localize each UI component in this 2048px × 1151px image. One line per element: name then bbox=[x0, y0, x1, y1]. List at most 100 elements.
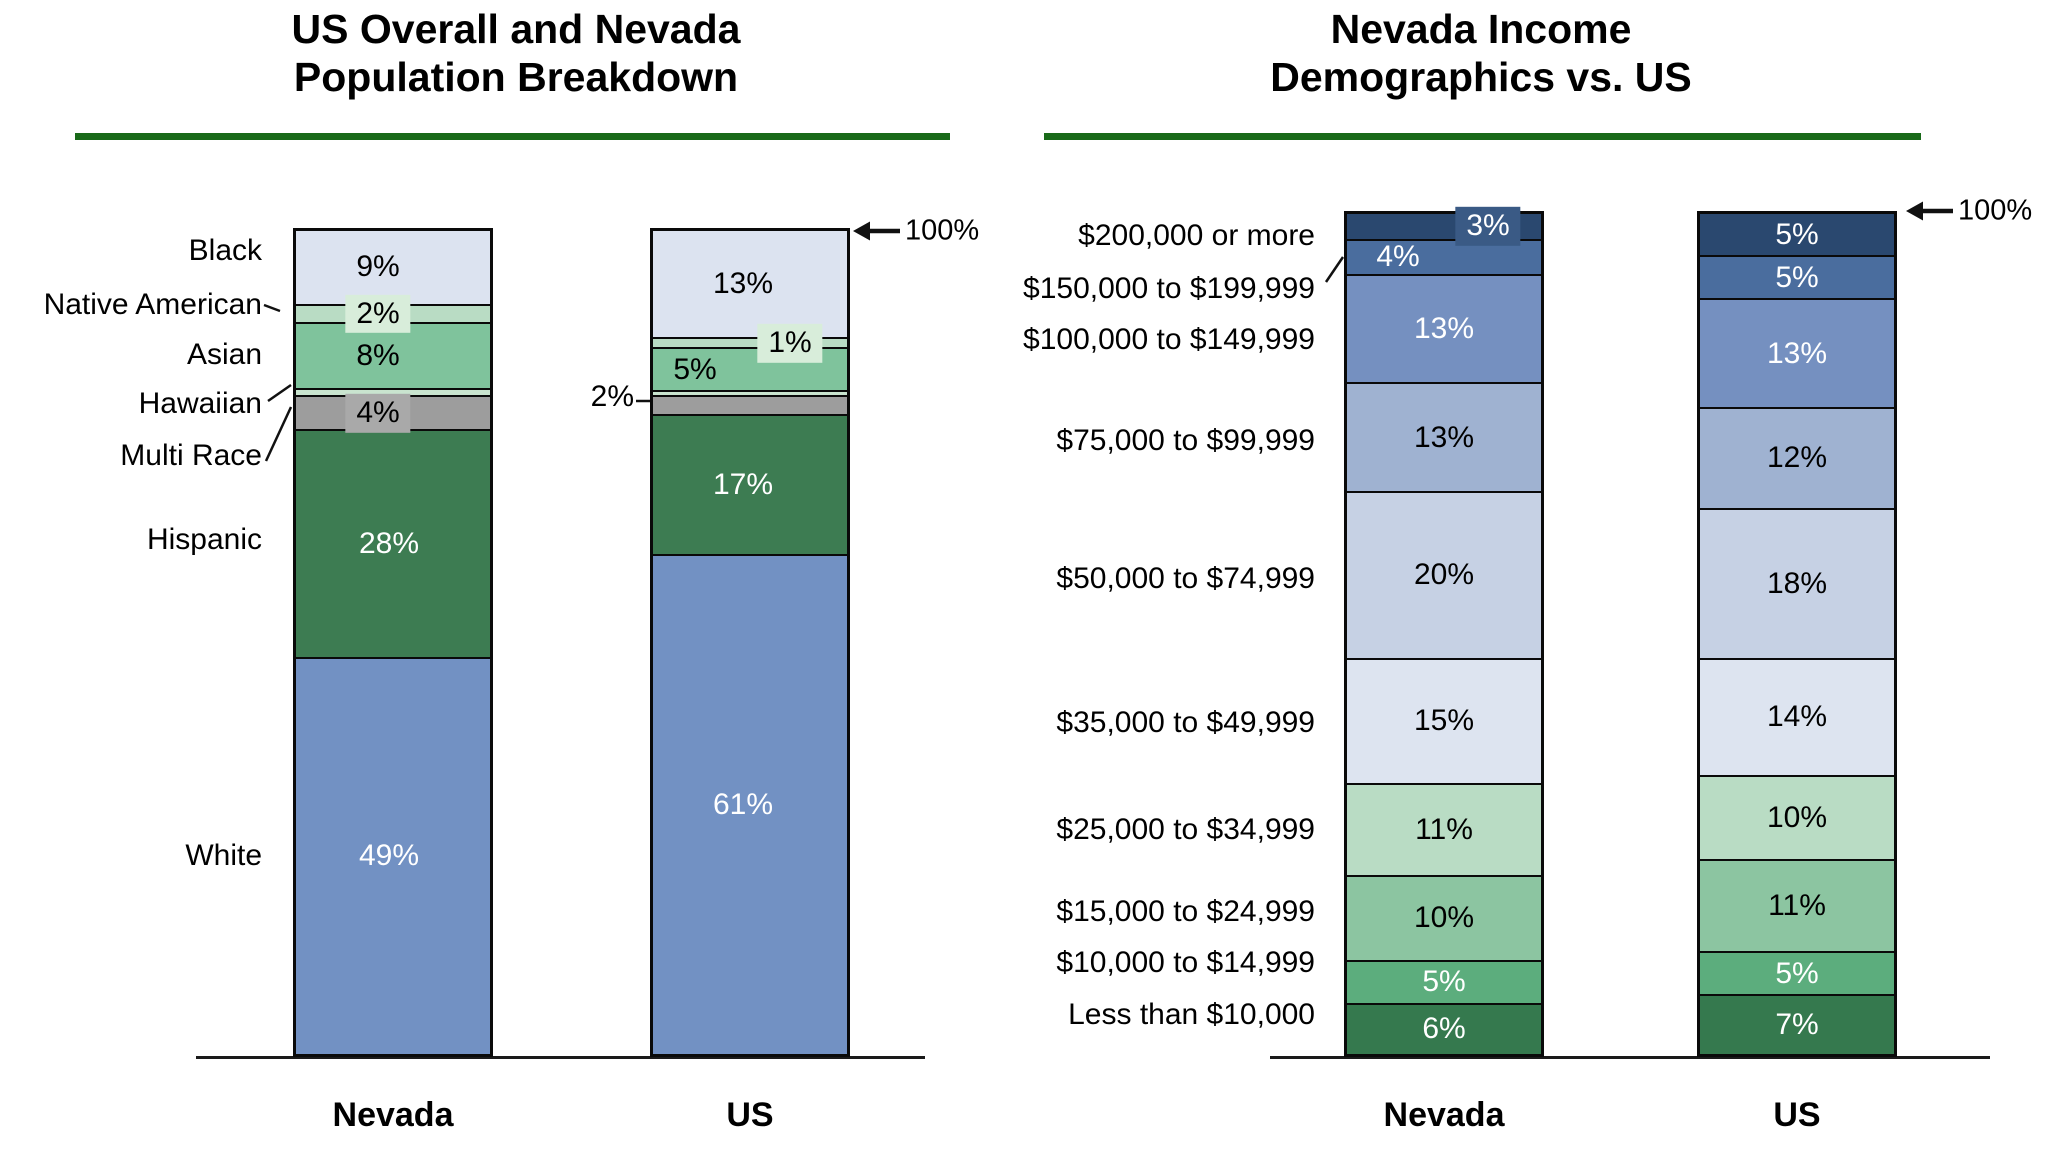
segment-nevada-hawaiian bbox=[296, 388, 490, 396]
income-chart-title-line2: Demographics vs. US bbox=[1270, 53, 1692, 100]
race-column-label-nevada: Nevada bbox=[332, 1096, 454, 1134]
stacked-bar-us: 13% 1% 5% 17% 61% bbox=[650, 228, 850, 1057]
left-arrow-icon bbox=[1906, 201, 1923, 221]
segment-label-us-100-000-to-149-999: 13% bbox=[1766, 336, 1828, 370]
segment-label-nevada-multi-race: 4% bbox=[345, 393, 411, 433]
category-label-150-000-to-199-999: $150,000 to $199,999 bbox=[1023, 272, 1315, 306]
segment-us-native-american: 1% bbox=[653, 323, 847, 363]
segment-label-nevada-white: 49% bbox=[358, 839, 420, 873]
segment-label-us-200-000-or-more: 5% bbox=[1775, 217, 1819, 251]
segment-us-75-000-to-99-999: 12% bbox=[1700, 407, 1894, 508]
segment-us-35-000-to-49-999: 14% bbox=[1700, 657, 1894, 775]
segment-label-nevada-75-000-to-99-999: 13% bbox=[1413, 420, 1475, 454]
category-label-35-000-to-49-999: $35,000 to $49,999 bbox=[1056, 705, 1315, 739]
segment-nevada-50-000-to-74-999: 20% bbox=[1347, 491, 1541, 658]
segment-us-200-000-or-more: 5% bbox=[1700, 214, 1894, 256]
segment-label-nevada-100-000-to-149-999: 13% bbox=[1413, 311, 1475, 345]
segment-us-15-000-to-24-999: 11% bbox=[1700, 858, 1894, 952]
category-label-50-000-to-74-999: $50,000 to $74,999 bbox=[1056, 561, 1315, 595]
category-label-native-american: Native American bbox=[43, 288, 262, 322]
income-x-axis-line bbox=[1270, 1056, 1990, 1059]
outside-label-us-multi-race: 2% bbox=[590, 380, 634, 414]
segment-nevada-native-american: 2% bbox=[296, 294, 490, 333]
segment-label-nevada-10-000-to-14-999: 5% bbox=[1422, 964, 1466, 998]
category-label-black: Black bbox=[188, 234, 262, 268]
stacked-bar-nevada: 3% 4% 13% 13% 20% 15% 11% 10% 5% 6% bbox=[1344, 207, 1544, 1057]
category-label-hawaiian: Hawaiian bbox=[138, 387, 262, 421]
race-100-percent-label: 100% bbox=[905, 214, 980, 247]
race-column-label-us: US bbox=[726, 1096, 774, 1134]
segment-us-hispanic: 17% bbox=[653, 413, 847, 555]
segment-label-us-15-000-to-24-999: 11% bbox=[1768, 888, 1826, 922]
segment-label-nevada-150-000-to-199-999: 4% bbox=[1376, 239, 1420, 273]
segment-nevada-25-000-to-34-999: 11% bbox=[1347, 782, 1541, 876]
segment-label-us-75-000-to-99-999: 12% bbox=[1766, 441, 1828, 475]
segment-label-us-25-000-to-34-999: 10% bbox=[1766, 800, 1828, 834]
category-label-white: White bbox=[185, 839, 262, 873]
segment-us-white: 61% bbox=[653, 554, 847, 1054]
income-100-percent-label: 100% bbox=[1958, 194, 2033, 227]
category-label-10-000-to-14-999: $10,000 to $14,999 bbox=[1056, 946, 1315, 980]
stacked-bar-nevada: 9% 2% 8% 4% 28% 49% bbox=[293, 228, 493, 1057]
segment-nevada-10-000-to-14-999: 5% bbox=[1347, 959, 1541, 1003]
segment-us-black: 13% bbox=[653, 231, 847, 338]
segment-nevada-less-than-10-000: 6% bbox=[1347, 1002, 1541, 1054]
category-label-hispanic: Hispanic bbox=[146, 522, 262, 556]
segment-nevada-15-000-to-24-999: 10% bbox=[1347, 875, 1541, 960]
stacked-bar-us: 5% 5% 13% 12% 18% 14% 10% 11% 5% 7% bbox=[1697, 211, 1897, 1057]
segment-label-nevada-hispanic: 28% bbox=[358, 526, 420, 560]
category-label-multi-race: Multi Race bbox=[120, 438, 262, 472]
segment-nevada-75-000-to-99-999: 13% bbox=[1347, 382, 1541, 492]
segment-us-50-000-to-74-999: 18% bbox=[1700, 507, 1894, 658]
segment-us-multi-race bbox=[653, 395, 847, 414]
segment-label-nevada-asian: 8% bbox=[356, 338, 400, 372]
segment-label-us-white: 61% bbox=[712, 787, 774, 821]
segment-nevada-100-000-to-149-999: 13% bbox=[1347, 273, 1541, 383]
segment-us-150-000-to-199-999: 5% bbox=[1700, 255, 1894, 299]
segment-nevada-200-000-or-more: 3% bbox=[1347, 207, 1541, 246]
segment-label-us-hispanic: 17% bbox=[712, 467, 774, 501]
category-label-less-than-10-000: Less than $10,000 bbox=[1068, 997, 1315, 1031]
segment-nevada-hispanic: 28% bbox=[296, 429, 490, 657]
segment-nevada-multi-race: 4% bbox=[296, 393, 490, 433]
category-label-25-000-to-34-999: $25,000 to $34,999 bbox=[1056, 812, 1315, 846]
segment-us-10-000-to-14-999: 5% bbox=[1700, 951, 1894, 995]
race-chart-title: US Overall and Nevada Population Breakdo… bbox=[292, 6, 741, 101]
category-label-200-000-or-more: $200,000 or more bbox=[1078, 218, 1315, 252]
segment-nevada-black: 9% bbox=[296, 231, 490, 304]
segment-label-nevada-35-000-to-49-999: 15% bbox=[1413, 704, 1475, 738]
race-x-axis-line bbox=[196, 1056, 925, 1059]
segment-nevada-white: 49% bbox=[296, 656, 490, 1054]
segment-label-us-50-000-to-74-999: 18% bbox=[1766, 566, 1828, 600]
segment-label-us-35-000-to-49-999: 14% bbox=[1766, 699, 1828, 733]
segment-label-us-black: 13% bbox=[712, 266, 774, 300]
race-chart-title-line2: Population Breakdown bbox=[293, 53, 739, 100]
income-chart-title: Nevada Income Demographics vs. US bbox=[1270, 6, 1692, 101]
income-chart-title-line1: Nevada Income bbox=[1330, 6, 1632, 52]
segment-label-nevada-50-000-to-74-999: 20% bbox=[1413, 558, 1475, 592]
income-title-underline bbox=[1044, 133, 1921, 140]
segment-label-us-10-000-to-14-999: 5% bbox=[1775, 956, 1819, 990]
segment-label-nevada-15-000-to-24-999: 10% bbox=[1413, 901, 1475, 935]
segment-us-25-000-to-34-999: 10% bbox=[1700, 774, 1894, 859]
segment-label-us-asian: 5% bbox=[673, 352, 717, 386]
segment-nevada-35-000-to-49-999: 15% bbox=[1347, 657, 1541, 783]
segment-us-100-000-to-149-999: 13% bbox=[1700, 298, 1894, 408]
segment-label-nevada-25-000-to-34-999: 11% bbox=[1415, 812, 1473, 846]
segment-label-nevada-native-american: 2% bbox=[345, 294, 411, 333]
segment-us-hawaiian bbox=[653, 390, 847, 396]
category-label-asian: Asian bbox=[186, 337, 262, 371]
race-title-underline bbox=[75, 133, 950, 140]
segment-label-nevada-black: 9% bbox=[356, 250, 400, 284]
segment-label-us-150-000-to-199-999: 5% bbox=[1775, 260, 1819, 294]
income-column-label-nevada: Nevada bbox=[1383, 1096, 1505, 1134]
income-column-label-us: US bbox=[1773, 1096, 1821, 1134]
segment-label-us-less-than-10-000: 7% bbox=[1775, 1008, 1819, 1042]
segment-label-nevada-less-than-10-000: 6% bbox=[1422, 1012, 1466, 1046]
race-chart-title-line1: US Overall and Nevada bbox=[291, 6, 741, 52]
segment-label-nevada-200-000-or-more: 3% bbox=[1455, 207, 1521, 246]
segment-label-us-native-american: 1% bbox=[757, 323, 823, 363]
category-label-15-000-to-24-999: $15,000 to $24,999 bbox=[1056, 894, 1315, 928]
